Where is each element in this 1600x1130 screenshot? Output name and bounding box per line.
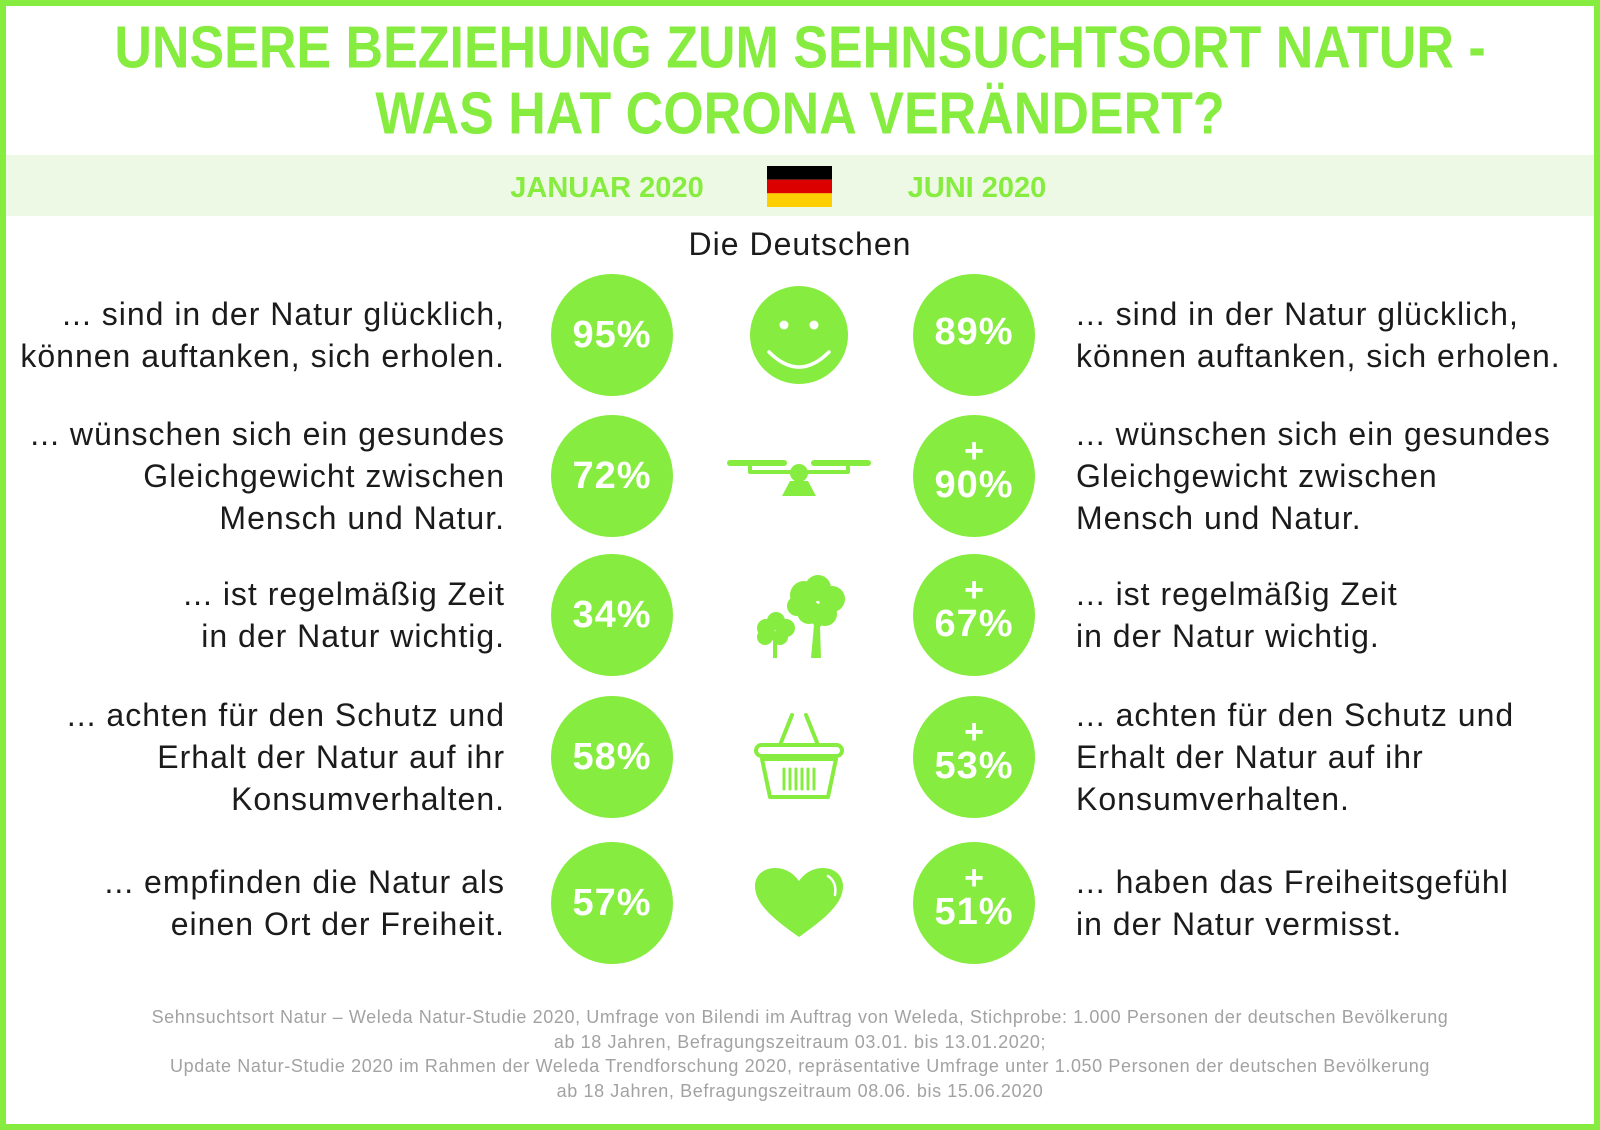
plus-marker: +	[964, 571, 984, 609]
statement-line: ... ist regelmäßig Zeit	[183, 576, 505, 612]
january-percentage-circle: 57%	[551, 842, 673, 964]
statement-line: ... achten für den Schutz und	[66, 697, 505, 733]
january-percentage: 72%	[572, 455, 652, 497]
statement-line: ... achten für den Schutz und	[1076, 697, 1515, 733]
shopping-basket-icon	[724, 707, 874, 807]
statement-line: Erhalt der Natur auf ihr	[157, 739, 505, 775]
january-percentage: 58%	[572, 736, 652, 778]
june-statement: ... ist regelmäßig Zeit in der Natur wic…	[1076, 573, 1398, 657]
january-statement: ... empfinden die Natur als einen Ort de…	[104, 861, 505, 945]
january-percentage: 34%	[572, 594, 652, 636]
statement-line: Erhalt der Natur auf ihr	[1076, 739, 1424, 775]
footnote-line: ab 18 Jahren, Befragungszeitraum 08.06. …	[556, 1080, 1044, 1101]
smiley-icon	[724, 285, 874, 385]
page-title-line-1: UNSERE BEZIEHUNG ZUM SEHNSUCHTSORT NATUR…	[114, 14, 1486, 82]
january-percentage: 95%	[572, 314, 652, 356]
page-title-line-2: WAS HAT CORONA VERÄNDERT?	[375, 80, 1225, 148]
statement-line: Konsumverhalten.	[1076, 781, 1350, 817]
germany-flag-icon	[767, 166, 832, 207]
january-percentage-circle: 34%	[551, 554, 673, 676]
june-percentage: 53%	[934, 745, 1014, 787]
statement-line: Mensch und Natur.	[219, 500, 505, 536]
period-label-june: JUNI 2020	[907, 172, 1047, 204]
statement-line: in der Natur vermisst.	[1076, 906, 1403, 942]
june-percentage: 51%	[934, 891, 1014, 933]
january-statement: ... achten für den Schutz und Erhalt der…	[67, 694, 505, 820]
plus-marker: +	[964, 432, 984, 470]
june-percentage: 90%	[934, 464, 1014, 506]
footnote-line: ab 18 Jahren, Befragungszeitraum 03.01. …	[553, 1031, 1047, 1052]
statement-line: in der Natur wichtig.	[201, 618, 505, 654]
june-percentage-circle: + 51%	[913, 842, 1035, 964]
statement-line: ... wünschen sich ein gesundes	[30, 416, 505, 452]
statement-line: können auftanken, sich erholen.	[20, 338, 505, 374]
footnote-line: Update Natur-Studie 2020 im Rahmen der W…	[170, 1056, 1430, 1077]
statement-line: ... haben das Freiheitsgefühl	[1076, 864, 1509, 900]
source-footnote: Sehnsuchtsort Natur – Weleda Natur-Studi…	[0, 1005, 1600, 1103]
january-percentage: 57%	[572, 882, 652, 924]
balance-scale-icon	[724, 426, 874, 526]
footnote-line: Sehnsuchtsort Natur – Weleda Natur-Studi…	[151, 1007, 1449, 1027]
statement-line: ... sind in der Natur glücklich,	[1076, 296, 1519, 332]
january-statement: ... sind in der Natur glücklich, können …	[20, 293, 505, 377]
june-statement: ... wünschen sich ein gesundes Gleichgew…	[1076, 413, 1551, 539]
statement-line: Mensch und Natur.	[1076, 500, 1362, 536]
january-statement: ... ist regelmäßig Zeit in der Natur wic…	[183, 573, 505, 657]
june-percentage-circle: 89%	[913, 274, 1035, 396]
june-percentage-circle: + 67%	[913, 554, 1035, 676]
trees-icon	[724, 565, 874, 665]
june-percentage: 89%	[934, 311, 1014, 353]
statement-line: einen Ort der Freiheit.	[170, 906, 505, 942]
statement-line: ... wünschen sich ein gesundes	[1076, 416, 1551, 452]
january-statement: ... wünschen sich ein gesundes Gleichgew…	[30, 413, 505, 539]
january-percentage-circle: 58%	[551, 696, 673, 818]
statement-line: Gleichgewicht zwischen	[1076, 458, 1438, 494]
january-percentage-circle: 72%	[551, 415, 673, 537]
june-statement: ... achten für den Schutz und Erhalt der…	[1076, 694, 1514, 820]
statement-line: ... empfinden die Natur als	[104, 864, 505, 900]
plus-marker: +	[964, 859, 984, 897]
statement-line: ... ist regelmäßig Zeit	[1076, 576, 1398, 612]
subtitle: Die Deutschen	[688, 226, 912, 262]
statement-line: Gleichgewicht zwischen	[143, 458, 505, 494]
january-percentage-circle: 95%	[551, 274, 673, 396]
june-percentage-circle: + 90%	[913, 415, 1035, 537]
june-percentage: 67%	[934, 603, 1014, 645]
june-statement: ... haben das Freiheitsgefühl in der Nat…	[1076, 861, 1509, 945]
statement-line: ... sind in der Natur glücklich,	[62, 296, 505, 332]
statement-line: können auftanken, sich erholen.	[1076, 338, 1561, 374]
plus-marker: +	[964, 713, 984, 751]
heart-icon	[724, 853, 874, 953]
period-label-january: JANUAR 2020	[510, 172, 704, 204]
statement-line: Konsumverhalten.	[231, 781, 505, 817]
june-percentage-circle: + 53%	[913, 696, 1035, 818]
statement-line: in der Natur wichtig.	[1076, 618, 1380, 654]
june-statement: ... sind in der Natur glücklich, können …	[1076, 293, 1561, 377]
